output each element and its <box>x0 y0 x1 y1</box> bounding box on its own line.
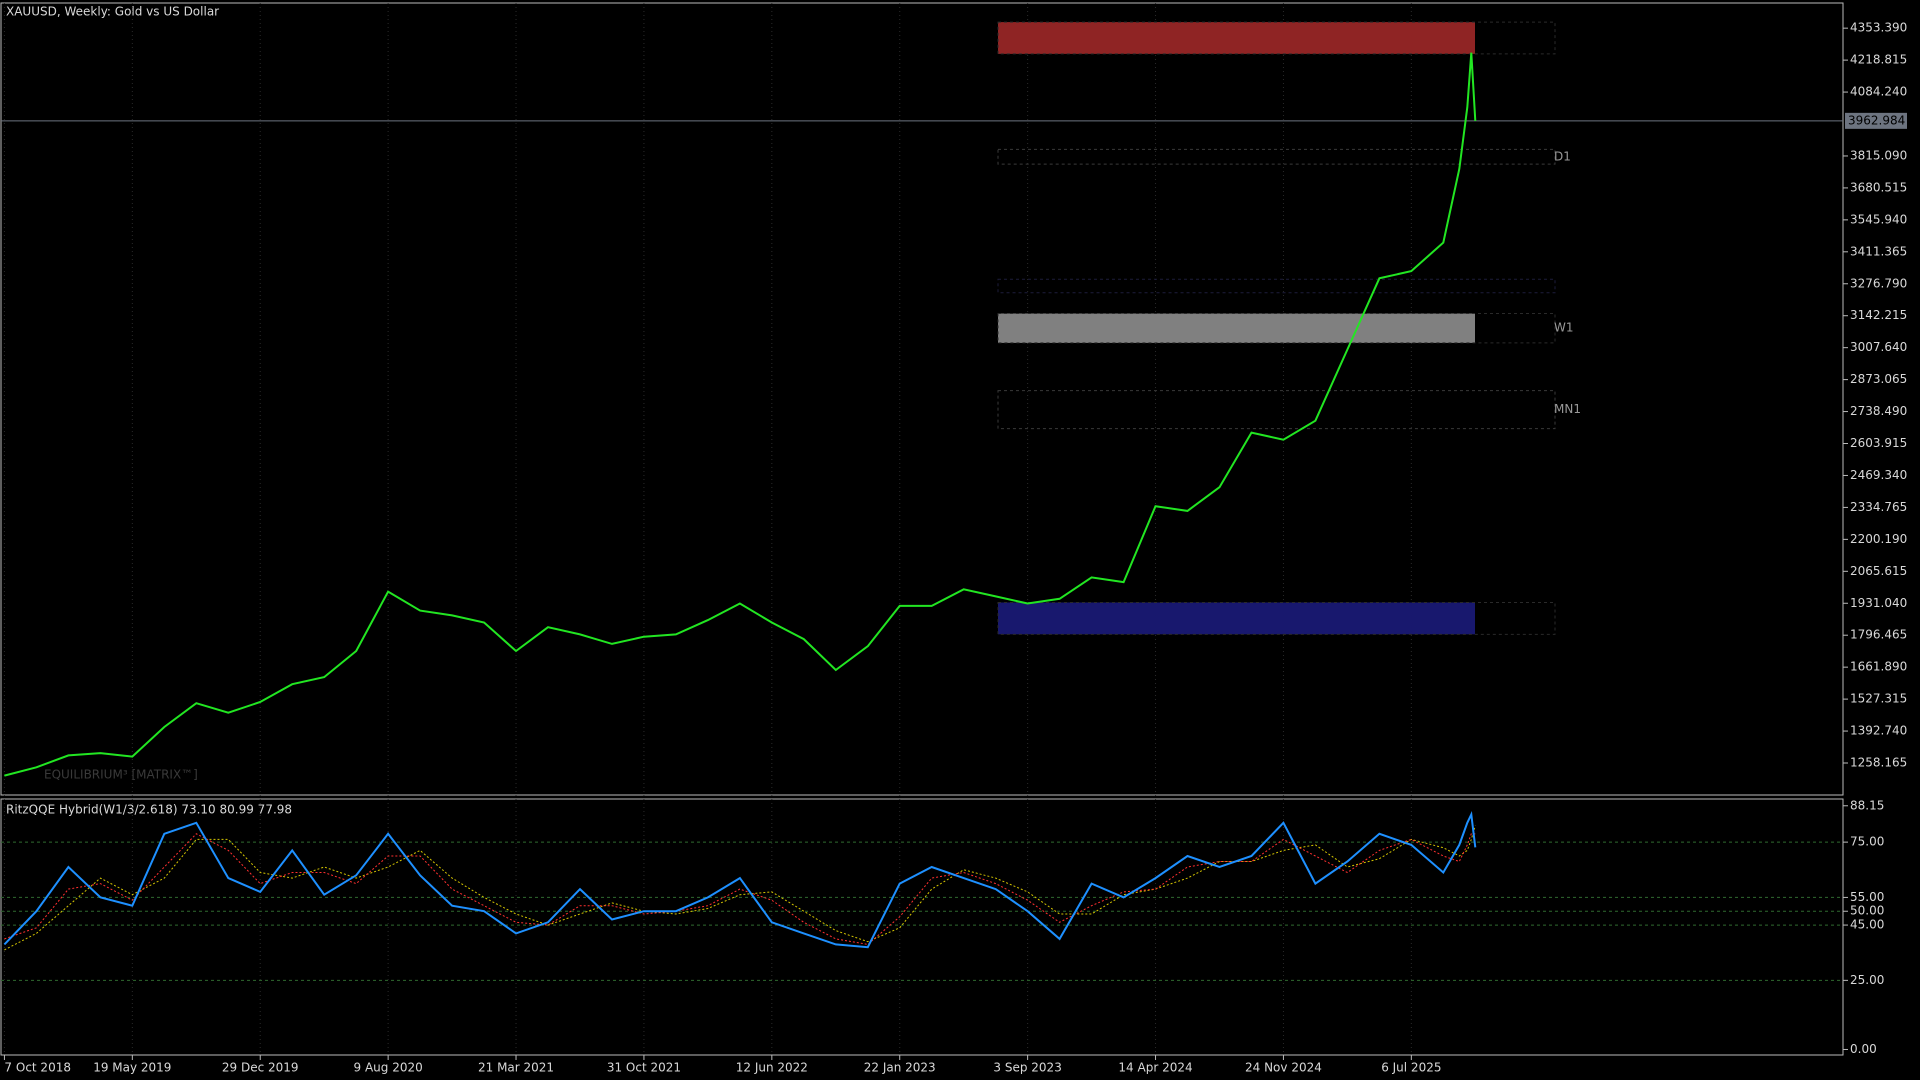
y-tick-label: 50.00 <box>1850 904 1884 918</box>
y-tick-label: 3815.090 <box>1850 148 1907 162</box>
x-tick-label: 19 May 2019 <box>93 1061 171 1075</box>
y-tick-label: 3680.515 <box>1850 180 1907 194</box>
price-panel <box>0 2 1844 796</box>
y-tick-label: 0.00 <box>1850 1042 1877 1056</box>
y-tick-label: 45.00 <box>1850 918 1884 932</box>
zone-outline <box>997 601 1556 635</box>
x-tick-label: 3 Sep 2023 <box>993 1061 1061 1075</box>
y-tick-label: 2469.340 <box>1850 468 1907 482</box>
y-tick-label: 3545.940 <box>1850 212 1907 226</box>
chart-title: XAUUSD, Weekly: Gold vs US Dollar <box>6 5 219 19</box>
y-tick-label: 4353.390 <box>1850 21 1907 35</box>
watermark: EQUILIBRIUM³ [MATRIX™] <box>44 768 198 782</box>
x-tick-label: 14 Apr 2024 <box>1118 1061 1192 1075</box>
x-tick-label: 24 Nov 2024 <box>1245 1061 1322 1075</box>
y-tick-label: 1931.040 <box>1850 596 1907 610</box>
y-tick-label: 3276.790 <box>1850 276 1907 290</box>
zone <box>998 22 1475 54</box>
y-tick-label: 1661.890 <box>1850 660 1907 674</box>
x-tick-label: 9 Aug 2020 <box>354 1061 423 1075</box>
x-tick-label: 29 Dec 2019 <box>222 1061 299 1075</box>
y-tick-label: 75.00 <box>1850 835 1884 849</box>
y-tick-label: 2873.065 <box>1850 372 1907 386</box>
indicator-line <box>3 810 1477 949</box>
y-tick-label: 4218.815 <box>1850 53 1907 67</box>
y-tick-label: 2200.190 <box>1850 532 1907 546</box>
y-tick-label: 2334.765 <box>1850 500 1907 514</box>
indicator-panel <box>0 798 1844 1056</box>
current-price-label: 3962.984 <box>1848 113 1905 127</box>
price-line <box>4 52 1477 777</box>
zone-outline <box>997 390 1556 430</box>
zone-outline <box>997 148 1556 165</box>
y-tick-label: 3142.215 <box>1850 308 1907 322</box>
zone-label: D1 <box>1554 149 1571 163</box>
y-tick-label: 1392.740 <box>1850 724 1907 738</box>
indicator-line <box>4 833 1476 945</box>
y-tick-label: 1527.315 <box>1850 692 1907 706</box>
indicator-title: RitzQQE Hybrid(W1/3/2.618) 73.10 80.99 7… <box>6 803 292 817</box>
x-tick-label: 12 Jun 2022 <box>736 1061 808 1075</box>
y-tick-label: 3007.640 <box>1850 340 1907 354</box>
y-tick-label: 55.00 <box>1850 890 1884 904</box>
zone <box>998 602 1475 635</box>
y-tick-label: 4084.240 <box>1850 85 1907 99</box>
x-tick-label: 6 Jul 2025 <box>1381 1061 1441 1075</box>
y-tick-label: 3411.365 <box>1850 244 1907 258</box>
y-tick-label: 2738.490 <box>1850 404 1907 418</box>
x-tick-label: 31 Oct 2021 <box>607 1061 681 1075</box>
current-price-box <box>1845 112 1907 129</box>
zone-outline <box>997 278 1556 294</box>
x-tick-label: 22 Jan 2023 <box>864 1061 936 1075</box>
y-tick-label: 88.15 <box>1850 798 1884 812</box>
y-tick-label: 1796.465 <box>1850 628 1907 642</box>
y-tick-label: 25.00 <box>1850 973 1884 987</box>
zone-outline <box>997 21 1556 55</box>
zone-outline <box>997 312 1556 344</box>
zone <box>998 313 1475 343</box>
y-tick-label: 2065.615 <box>1850 564 1907 578</box>
y-tick-label: 1258.165 <box>1850 756 1907 770</box>
x-tick-label: 7 Oct 2018 <box>4 1061 71 1075</box>
x-tick-label: 21 Mar 2021 <box>478 1061 554 1075</box>
zone-label: MN1 <box>1554 402 1581 416</box>
zone-label: W1 <box>1554 321 1574 335</box>
y-tick-label: 2603.915 <box>1850 436 1907 450</box>
